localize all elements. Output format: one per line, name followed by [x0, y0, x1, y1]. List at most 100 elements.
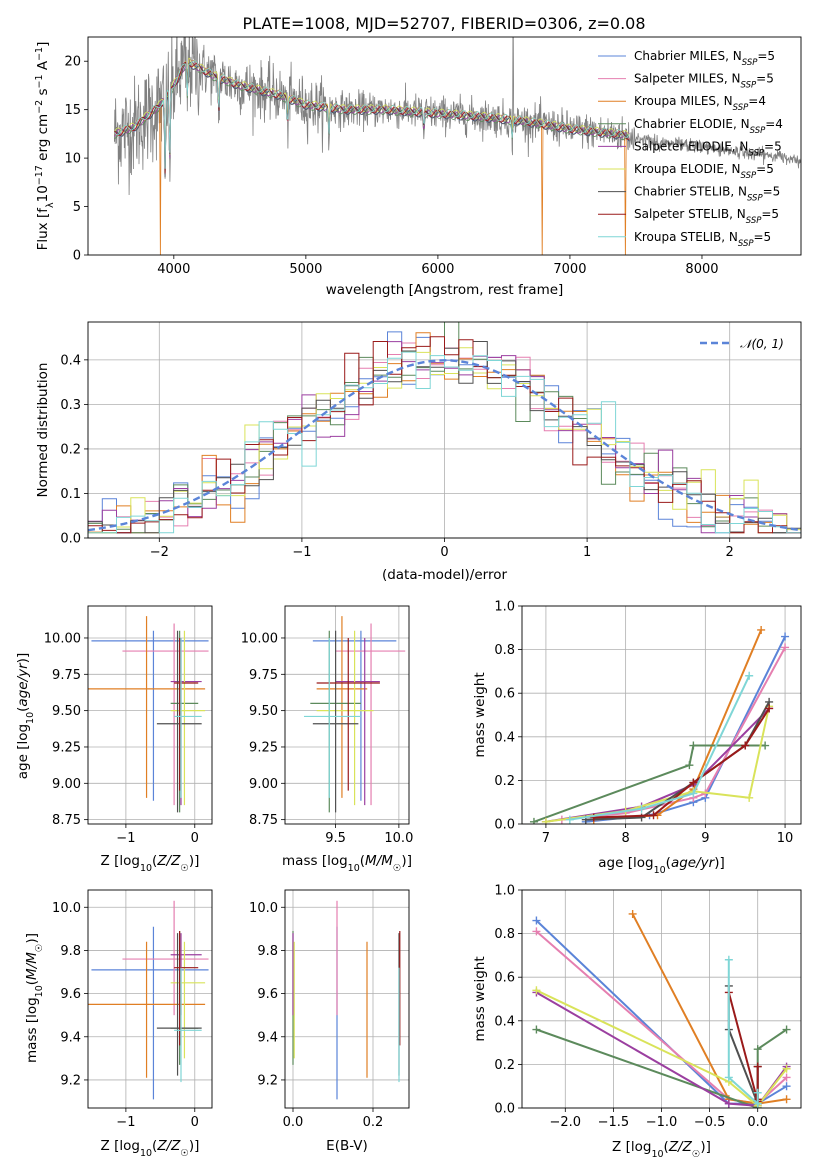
- label-part: ☉: [34, 944, 45, 953]
- weight_vs_Z-axes: −2.0 −1.5 −1.0 −0.5 0.0 0.0 0.2 0.4 0.6 0.8 1.0: [494, 884, 802, 1130]
- mass_vs_Z-grid: [88, 890, 212, 1108]
- tick-label-y: 0.2: [494, 1058, 515, 1073]
- x-axis-label: E(B-V): [326, 1138, 368, 1154]
- x-axis-label: Z [log10(Z/Z☉)]: [101, 1138, 200, 1159]
- weight-marker: [724, 955, 733, 964]
- weight-marker: [753, 1062, 762, 1071]
- tick-label-y: 0.6: [494, 971, 515, 986]
- label-part: ☉: [180, 863, 189, 874]
- tick-label-x: 7000: [553, 262, 586, 277]
- x-axis-label: (data-model)/error: [382, 567, 508, 583]
- tick-label-y: 8.75: [249, 813, 278, 828]
- model-spectrum-kroupa-stelib: [114, 60, 630, 169]
- mass_vs_ebv-grid: [285, 890, 409, 1108]
- normal-curve: [88, 359, 801, 532]
- label-part: )]: [189, 853, 200, 869]
- x-axis-label: Z [log10(Z/Z☉)]: [101, 853, 200, 874]
- weight_vs_Z-plot: [532, 909, 791, 1108]
- weight-marker: [532, 1025, 541, 1034]
- label-part: 10: [348, 863, 360, 874]
- label-part: age [log: [598, 855, 653, 871]
- weight-marker: [757, 625, 766, 634]
- weight-line-chabrier-elodie: [533, 744, 766, 823]
- legend-text: =4: [748, 94, 766, 108]
- weight-line-kroupa-miles: [631, 913, 787, 1105]
- legend-entry: Chabrier STELIB, NSSP=5: [634, 185, 780, 204]
- legend-entry: Kroupa ELODIE, NSSP=5: [634, 162, 774, 181]
- x-axis-label: age [log10(age/yr)]: [598, 855, 724, 876]
- weight-line-kroupa-stelib: [569, 675, 751, 821]
- tick-label-y: 20: [64, 55, 81, 70]
- legend-subscript: SSP: [738, 239, 754, 249]
- age_vs_mass-axes: 9.5 10.0 8.75 9.00 9.25 9.50 9.75 10.00: [241, 605, 413, 846]
- tick-label-x: −1: [116, 831, 135, 846]
- tick-label-x: 0.0: [747, 1115, 768, 1130]
- tick-label-y: 5: [73, 200, 81, 215]
- histogram-kroupa-elodie: [88, 347, 801, 538]
- legend-entry: Kroupa STELIB, NSSP=5: [634, 230, 771, 249]
- tick-label-y: 9.2: [60, 1073, 81, 1088]
- legend-subscript: SSP: [750, 126, 766, 136]
- tick-label-x: 4000: [157, 262, 190, 277]
- weight-marker: [782, 1064, 791, 1073]
- weight-marker: [753, 1099, 762, 1108]
- tick-label-y: 10.0: [52, 901, 81, 916]
- weight-marker: [781, 643, 790, 652]
- y-axis-label: mass weight: [472, 672, 488, 757]
- label-part: (: [666, 855, 671, 871]
- label-part: Z [log: [101, 853, 140, 869]
- weight-marker: [753, 1088, 762, 1097]
- tick-label-x: 8: [621, 831, 629, 846]
- age_vs_Z-grid: [88, 606, 212, 824]
- tick-label-y: 9.25: [52, 740, 81, 755]
- tick-label-x: 10.0: [384, 831, 413, 846]
- model-spectrum-kroupa-elodie: [114, 57, 630, 174]
- label-part: Flux [f: [35, 207, 51, 251]
- legend-entry: 𝒩(0, 1): [740, 337, 784, 351]
- label-part: 10: [140, 863, 152, 874]
- label-part: 10: [25, 712, 36, 724]
- weight-marker: [685, 761, 694, 770]
- label-part: −2: [34, 100, 45, 114]
- legend-text: =4: [765, 117, 783, 131]
- spectrum-frame: [87, 36, 802, 256]
- weight_vs_age-plot: [529, 625, 790, 824]
- weight-marker: [689, 741, 698, 750]
- weight-marker: [529, 817, 538, 824]
- legend-subscript: SSP: [741, 81, 757, 91]
- legend-entry: Chabrier MILES, NSSP=5: [634, 49, 775, 68]
- weight-marker: [565, 815, 574, 824]
- label-part: )]: [24, 933, 40, 944]
- spectrum-axes: 4000 5000 6000 7000 8000 0 5 10 15 20: [64, 36, 802, 277]
- y-axis-label: mass weight: [472, 956, 488, 1041]
- tick-label-y: 9.50: [249, 704, 278, 719]
- tick-label-y: 0.4: [60, 353, 81, 368]
- label-part: ☉: [180, 1148, 189, 1159]
- label-part: mass [log: [282, 853, 348, 869]
- weight-marker: [745, 793, 754, 802]
- weight-marker: [782, 1095, 791, 1104]
- y-axis-label: Flux [fλ10−17 erg cm−2 s−1 A−1]: [34, 42, 56, 251]
- weight-marker: [589, 813, 598, 822]
- label-part: ]: [35, 42, 51, 47]
- tick-label-y: 0.1: [60, 487, 81, 502]
- label-part: M/M: [24, 952, 40, 980]
- tick-label-x: 5000: [289, 262, 322, 277]
- weight-marker: [689, 778, 698, 787]
- age_vs_Z-axes: −1 0 8.75 9.00 9.25 9.50 9.75 10.00: [44, 605, 213, 846]
- weight-marker: [761, 741, 770, 750]
- legend-text: =5: [756, 72, 774, 86]
- legend-text: Salpeter STELIB, N: [634, 207, 746, 221]
- legend-subscript: SSP: [733, 103, 749, 113]
- tick-label-y: 9.8: [257, 944, 278, 959]
- label-part: −1: [34, 74, 45, 88]
- tick-label-y: 9.6: [257, 987, 278, 1002]
- weight-marker: [753, 1045, 762, 1054]
- legend-subscript: SSP: [748, 148, 764, 158]
- tick-label-x: 0: [191, 1115, 199, 1130]
- tick-label-x: −1.0: [646, 1115, 678, 1130]
- tick-label-x: −1: [292, 545, 311, 560]
- label-part: 10: [34, 985, 45, 997]
